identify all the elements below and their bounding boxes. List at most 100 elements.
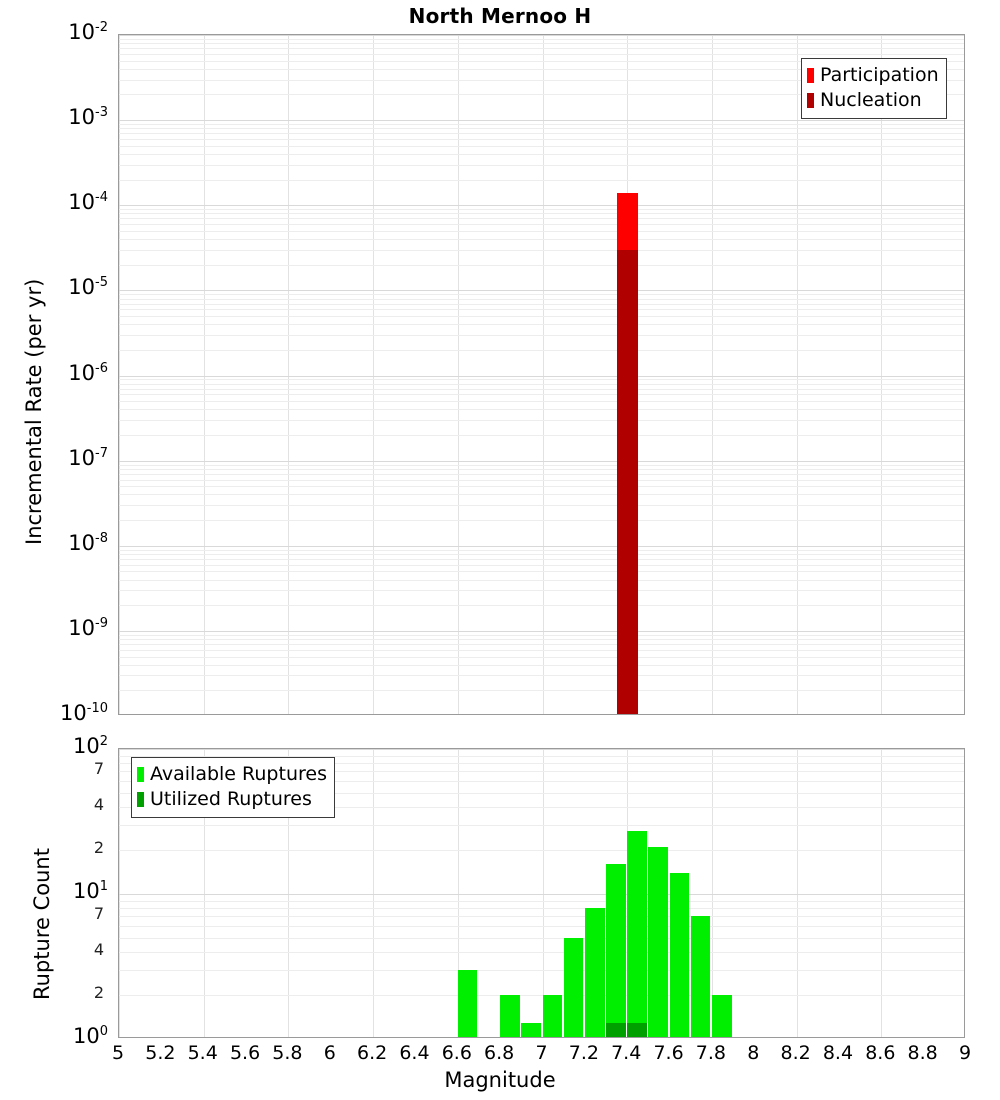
gridline-horizontal	[119, 894, 964, 895]
gridline-horizontal-minor	[119, 48, 964, 50]
x-axis-tick-label: 7.6	[653, 1042, 684, 1064]
x-axis-tick-label: 6.4	[399, 1042, 430, 1064]
legend-item: Available Ruptures	[137, 762, 327, 787]
gridline-horizontal-minor	[119, 128, 964, 130]
gridline-horizontal	[119, 460, 964, 462]
available-rupture-bar	[711, 995, 732, 1037]
y-axis-tick-label: 10-7	[68, 445, 108, 470]
gridline-horizontal-minor	[119, 409, 964, 411]
gridline-horizontal-minor	[119, 153, 964, 155]
y-axis-tick-label: 102	[72, 734, 108, 758]
gridline-horizontal-minor	[119, 639, 964, 641]
y-axis-tick-label: 10-9	[68, 615, 108, 640]
y-axis-tick-label: 2	[93, 983, 104, 1003]
top-bars	[119, 35, 964, 714]
gridline-horizontal-minor	[119, 908, 964, 910]
gridline-horizontal-minor	[119, 494, 964, 496]
gridline-horizontal-minor	[119, 755, 964, 757]
gridline-horizontal-minor	[119, 179, 964, 181]
top-y-axis-title: Incremental Rate (per yr)	[22, 278, 46, 545]
gridline-vertical	[881, 35, 883, 714]
utilized-rupture-bar	[606, 1023, 626, 1037]
gridline-horizontal	[119, 545, 964, 547]
x-axis-tick-label: 5.8	[272, 1042, 303, 1064]
gridline-horizontal-minor	[119, 316, 964, 317]
gridline-horizontal-minor	[119, 420, 964, 421]
gridline-horizontal	[119, 35, 964, 36]
legend-item-label: Participation	[820, 64, 939, 86]
gridline-horizontal-minor	[119, 434, 964, 436]
gridline-horizontal-minor	[119, 60, 964, 62]
top-gridlines	[119, 35, 964, 714]
gridline-horizontal-minor	[119, 564, 964, 566]
gridline-horizontal-minor	[119, 505, 964, 507]
gridline-vertical	[373, 749, 375, 1037]
gridline-horizontal-minor	[119, 164, 964, 166]
legend-item: Utilized Ruptures	[137, 787, 327, 812]
gridline-horizontal-minor	[119, 213, 964, 215]
gridline-horizontal-minor	[119, 850, 964, 852]
available-rupture-bar	[627, 831, 647, 1037]
gridline-horizontal-minor	[119, 468, 964, 470]
gridline-horizontal-minor	[119, 656, 964, 658]
available-rupture-bar	[690, 916, 711, 1037]
x-axis-tick-label: 6.6	[441, 1042, 472, 1064]
gridline-horizontal-minor	[119, 916, 964, 918]
legend-swatch-icon	[137, 767, 144, 782]
gridline-horizontal-minor	[119, 239, 964, 241]
nucleation-bar	[616, 249, 638, 714]
bottom-legend: Available Ruptures Utilized Ruptures	[131, 757, 335, 818]
x-axis-tick-label: 9	[958, 1042, 972, 1064]
gridline-horizontal-minor	[119, 558, 964, 560]
gridline-horizontal-minor	[119, 43, 964, 45]
gridline-horizontal-minor	[119, 553, 964, 555]
gridline-horizontal-minor	[119, 995, 964, 997]
legend-item: Participation	[807, 63, 939, 88]
gridline-horizontal-minor	[119, 388, 964, 390]
available-rupture-bar	[500, 995, 520, 1037]
gridline-horizontal-minor	[119, 401, 964, 403]
gridline-horizontal-minor	[119, 230, 964, 232]
gridline-vertical	[288, 35, 290, 714]
available-rupture-bar	[542, 995, 563, 1037]
x-axis-tick-label: 6.2	[356, 1042, 388, 1064]
gridline-vertical	[203, 749, 205, 1037]
page-title: North Mernoo H	[408, 4, 592, 28]
gridline-vertical	[711, 35, 713, 714]
gridline-horizontal-minor	[119, 605, 964, 607]
gridline-horizontal-minor	[119, 590, 964, 592]
gridline-vertical	[542, 749, 544, 1037]
gridline-horizontal	[119, 375, 964, 377]
y-axis-tick-label: 100	[72, 1024, 108, 1048]
gridline-horizontal-minor	[119, 900, 964, 902]
bottom-gridlines	[119, 749, 964, 1037]
gridline-horizontal-minor	[119, 824, 964, 826]
legend-item-label: Utilized Ruptures	[150, 788, 312, 810]
gridline-horizontal	[119, 749, 964, 750]
gridline-horizontal-minor	[119, 334, 964, 336]
gridline-vertical	[457, 749, 459, 1037]
legend-swatch-icon	[807, 68, 814, 83]
legend-item-label: Nucleation	[820, 89, 922, 111]
legend-swatch-icon	[807, 93, 814, 108]
x-axis-tick-label: 7.4	[611, 1042, 642, 1064]
gridline-vertical	[881, 749, 883, 1037]
gridline-horizontal-minor	[119, 649, 964, 651]
gridline-horizontal-minor	[119, 294, 964, 296]
gridline-horizontal-minor	[119, 969, 964, 971]
available-rupture-bar	[521, 1023, 541, 1037]
gridline-horizontal-minor	[119, 664, 964, 666]
gridline-horizontal-minor	[119, 579, 964, 581]
utilized-rupture-bar	[627, 1023, 647, 1037]
gridline-horizontal-minor	[119, 68, 964, 70]
legend-item-label: Available Ruptures	[150, 763, 327, 785]
gridline-vertical	[119, 35, 120, 714]
available-rupture-bar	[648, 847, 669, 1037]
y-axis-tick-label: 101	[72, 879, 108, 903]
x-axis-tick-label: 7.8	[695, 1042, 726, 1064]
gridline-horizontal-minor	[119, 486, 964, 488]
x-axis-tick-label: 5.2	[145, 1042, 176, 1064]
gridline-vertical	[796, 35, 798, 714]
top-legend: Participation Nucleation	[801, 58, 947, 119]
gridline-horizontal-minor	[119, 124, 964, 126]
